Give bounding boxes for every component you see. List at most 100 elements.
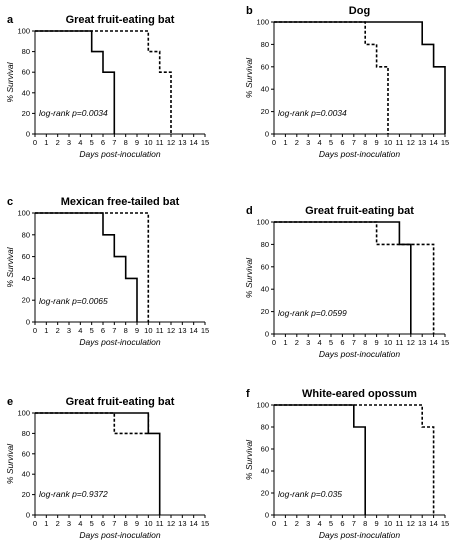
series-line-dashed — [35, 30, 172, 134]
x-tick-label: 8 — [124, 138, 128, 147]
x-tick-label: 10 — [144, 519, 152, 528]
x-tick-label: 0 — [33, 519, 37, 528]
x-tick-label: 14 — [429, 338, 437, 347]
y-tick-label: 60 — [22, 449, 30, 458]
x-tick-label: 13 — [418, 138, 426, 147]
x-tick-label: 13 — [418, 519, 426, 528]
annotation: log-rank p=0.9372 — [39, 489, 108, 499]
x-tick-label: 15 — [201, 138, 209, 147]
x-tick-label: 0 — [33, 326, 37, 335]
x-tick-label: 14 — [429, 519, 437, 528]
y-tick-label: 80 — [261, 40, 269, 49]
x-tick-label: 6 — [101, 326, 105, 335]
annotation: log-rank p=0.0599 — [278, 308, 347, 318]
x-tick-label: 1 — [44, 138, 48, 147]
panel-title: Great fruit-eating bat — [305, 205, 414, 217]
x-tick-label: 11 — [156, 326, 164, 335]
x-tick-label: 14 — [189, 519, 197, 528]
y-tick-label: 0 — [265, 330, 269, 339]
x-tick-label: 13 — [178, 138, 186, 147]
x-axis-label: Days post-inoculation — [319, 149, 401, 159]
y-tick-label: 100 — [256, 401, 269, 410]
series-line-dashed — [274, 221, 435, 334]
x-tick-label: 10 — [384, 338, 392, 347]
series-line-dashed — [35, 212, 150, 322]
x-tick-label: 6 — [101, 138, 105, 147]
y-tick-label: 0 — [265, 130, 269, 139]
x-tick-label: 2 — [56, 519, 60, 528]
x-tick-label: 14 — [189, 326, 197, 335]
y-tick-label: 60 — [22, 252, 30, 261]
annotation: log-rank p=0.0065 — [39, 296, 108, 306]
y-tick-label: 100 — [17, 209, 30, 218]
x-axis-label: Days post-inoculation — [319, 349, 401, 359]
x-axis-label: Days post-inoculation — [79, 149, 161, 159]
x-tick-label: 4 — [318, 138, 322, 147]
panel-title: Great fruit-eating bat — [66, 396, 175, 408]
x-tick-label: 14 — [429, 138, 437, 147]
series-line-solid — [35, 212, 138, 322]
y-tick-label: 20 — [261, 107, 269, 116]
x-tick-label: 12 — [167, 138, 175, 147]
x-tick-label: 12 — [167, 326, 175, 335]
panel-letter: e — [7, 396, 13, 408]
y-tick-label: 40 — [22, 88, 30, 97]
x-tick-label: 3 — [306, 138, 310, 147]
x-tick-label: 4 — [318, 338, 322, 347]
x-tick-label: 2 — [295, 338, 299, 347]
x-tick-label: 6 — [340, 519, 344, 528]
x-tick-label: 9 — [375, 138, 379, 147]
x-tick-label: 15 — [201, 519, 209, 528]
y-axis-label: % Survival — [244, 257, 254, 298]
x-tick-label: 12 — [407, 138, 415, 147]
x-tick-label: 5 — [90, 138, 94, 147]
x-tick-label: 0 — [272, 138, 276, 147]
x-tick-label: 10 — [384, 519, 392, 528]
x-tick-label: 4 — [78, 519, 82, 528]
x-tick-label: 1 — [283, 338, 287, 347]
x-tick-label: 2 — [56, 326, 60, 335]
x-tick-label: 4 — [78, 138, 82, 147]
x-tick-label: 3 — [306, 519, 310, 528]
x-tick-label: 9 — [375, 519, 379, 528]
x-tick-label: 15 — [201, 326, 209, 335]
x-tick-label: 11 — [396, 138, 404, 147]
series-line-dashed — [35, 412, 150, 435]
y-tick-label: 80 — [22, 230, 30, 239]
x-tick-label: 11 — [396, 519, 404, 528]
y-tick-label: 100 — [256, 218, 269, 227]
x-tick-label: 2 — [295, 138, 299, 147]
x-tick-label: 8 — [124, 326, 128, 335]
x-tick-label: 7 — [352, 519, 356, 528]
y-axis-label: % Survival — [244, 57, 254, 98]
panel-letter: f — [246, 388, 250, 400]
y-axis-label: % Survival — [244, 439, 254, 480]
x-tick-label: 9 — [135, 326, 139, 335]
x-tick-label: 1 — [44, 326, 48, 335]
x-tick-label: 0 — [272, 338, 276, 347]
y-tick-label: 20 — [22, 296, 30, 305]
x-tick-label: 11 — [156, 138, 164, 147]
x-tick-label: 10 — [384, 138, 392, 147]
y-tick-label: 20 — [261, 489, 269, 498]
y-tick-label: 80 — [22, 47, 30, 56]
panel-title: Mexican free-tailed bat — [61, 196, 180, 208]
x-tick-label: 8 — [363, 338, 367, 347]
x-tick-label: 6 — [101, 519, 105, 528]
x-tick-label: 3 — [306, 338, 310, 347]
series-line-solid — [274, 21, 446, 134]
x-tick-label: 7 — [112, 326, 116, 335]
x-axis-label: Days post-inoculation — [79, 337, 161, 347]
x-tick-label: 13 — [178, 326, 186, 335]
x-tick-label: 10 — [144, 138, 152, 147]
x-tick-label: 3 — [67, 138, 71, 147]
x-tick-label: 9 — [135, 519, 139, 528]
x-axis-label: Days post-inoculation — [79, 530, 161, 540]
x-tick-label: 15 — [441, 138, 449, 147]
x-tick-label: 12 — [407, 338, 415, 347]
y-axis-label: % Survival — [5, 61, 15, 102]
x-tick-label: 1 — [283, 519, 287, 528]
